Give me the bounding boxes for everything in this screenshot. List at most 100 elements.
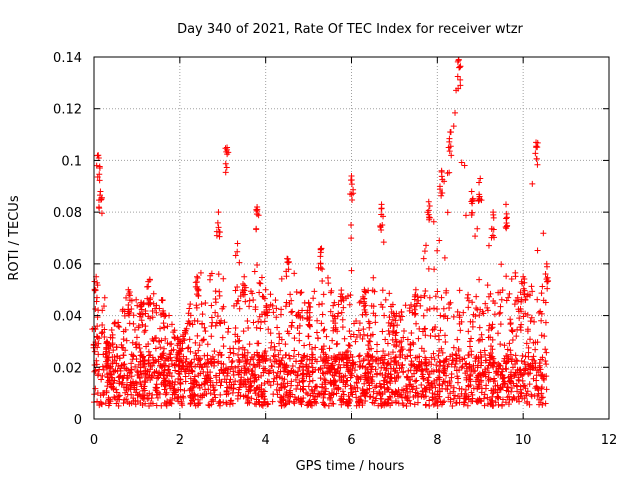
data-point [281,368,288,375]
data-point [478,359,485,366]
data-point [402,302,409,309]
data-point [199,311,206,318]
data-point [521,395,528,402]
data-point [362,289,369,296]
data-point [216,288,223,295]
data-point [472,355,479,362]
data-point [93,162,100,169]
data-point [235,371,242,378]
data-point [413,320,420,327]
data-point [407,388,414,395]
data-point [393,329,400,336]
data-point [539,283,546,290]
data-point [426,294,433,301]
data-point [513,297,520,304]
data-point [356,397,363,404]
data-point [370,388,377,395]
data-point [344,293,351,300]
data-point [456,354,463,361]
data-point [232,252,239,259]
data-point [186,387,193,394]
data-point [176,338,183,345]
data-point [288,382,295,389]
data-point [126,297,133,304]
data-point [142,327,149,334]
data-point [213,319,220,326]
data-point [376,388,383,395]
data-point [116,380,123,387]
data-point [524,311,531,318]
data-point [385,370,392,377]
data-point [328,362,335,369]
data-point [485,362,492,369]
data-point [379,390,386,397]
data-point [189,397,196,404]
data-point [228,397,235,404]
data-point [398,308,405,315]
data-point [497,321,504,328]
data-point [496,362,503,369]
data-point [487,343,494,350]
data-point [104,373,111,380]
data-point [128,373,135,380]
data-point [465,291,472,298]
data-point [327,396,334,403]
data-point [407,376,414,383]
data-point [99,372,106,379]
data-point [323,333,330,340]
data-point [195,292,202,299]
data-point [384,379,391,386]
data-point [386,314,393,321]
data-point [439,399,446,406]
data-point [342,353,349,360]
data-point [513,397,520,404]
data-point [223,401,230,408]
data-point [363,390,370,397]
data-point [475,337,482,344]
data-point [430,401,437,408]
data-point [355,327,362,334]
data-point [320,343,327,350]
data-point [484,304,491,311]
data-point [160,352,167,359]
data-point [456,367,463,374]
data-point [149,354,156,361]
data-point [330,400,337,407]
data-point [346,396,353,403]
data-point [194,318,201,325]
data-point [216,228,223,235]
data-point [352,388,359,395]
data-point [378,384,385,391]
data-point [224,144,231,151]
data-point [327,308,334,315]
data-point [253,324,260,331]
data-point [202,300,209,307]
data-point [117,373,124,380]
data-point [436,336,443,343]
data-point [442,368,449,375]
data-point [348,235,355,242]
data-point [437,327,444,334]
data-point [270,352,277,359]
data-point [226,354,233,361]
data-point [462,370,469,377]
data-point [516,367,523,374]
data-point [277,311,284,318]
data-point [230,381,237,388]
data-point [245,388,252,395]
data-point [276,340,283,347]
data-point [127,386,134,393]
data-point [101,294,108,301]
data-point [294,324,301,331]
data-point [421,248,428,255]
data-point [222,169,229,176]
data-point [189,368,196,375]
data-point [151,335,158,342]
data-point [108,371,115,378]
data-point [387,380,394,387]
data-point [465,304,472,311]
data-point [172,367,179,374]
data-point [95,371,102,378]
data-point [436,237,443,244]
data-point [544,285,551,292]
